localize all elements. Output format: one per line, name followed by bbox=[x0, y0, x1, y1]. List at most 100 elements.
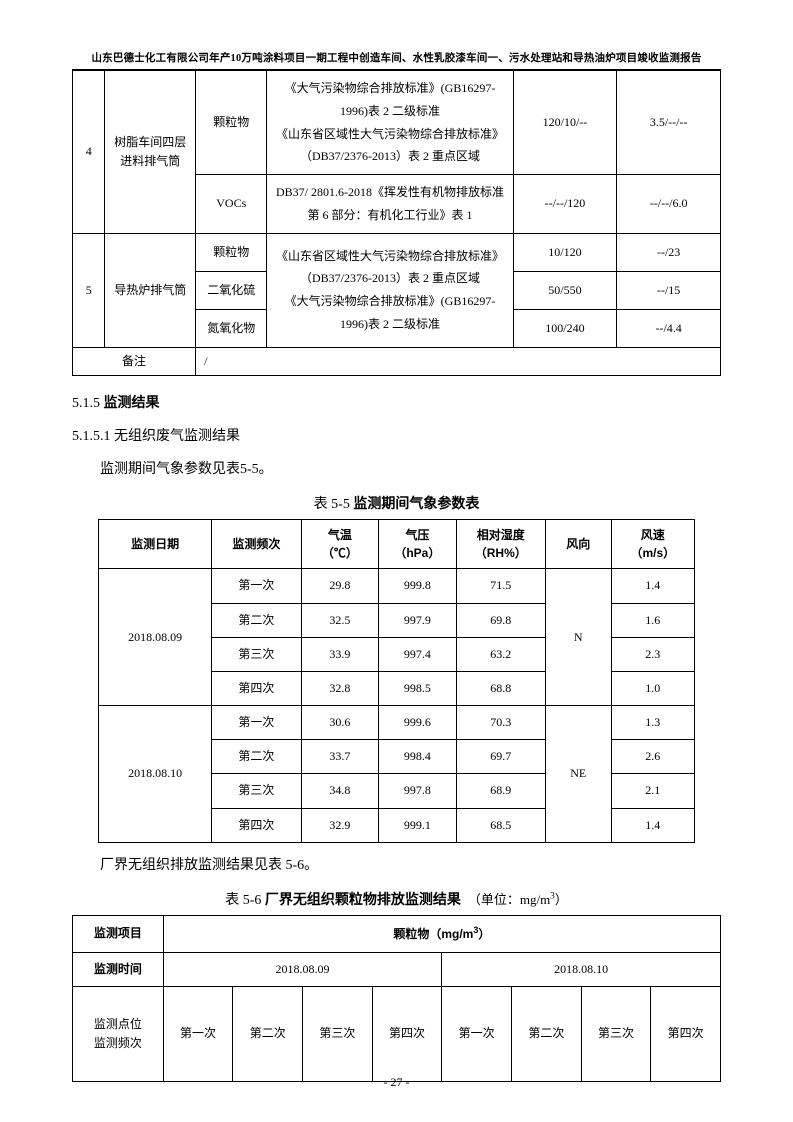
t1-pollutant: 颗粒物 bbox=[196, 71, 267, 175]
t2-cell: 70.3 bbox=[456, 706, 545, 740]
t3-col: 第一次 bbox=[442, 986, 512, 1081]
t2-cell: 1.3 bbox=[611, 706, 694, 740]
t1-pollutant: 颗粒物 bbox=[196, 233, 267, 271]
t3-date2: 2018.08.10 bbox=[442, 952, 721, 986]
t2-cell: 999.8 bbox=[379, 569, 456, 603]
t3-col: 第三次 bbox=[581, 986, 651, 1081]
t2-cell: 32.9 bbox=[301, 808, 378, 842]
t1-pollutant: 二氧化硫 bbox=[196, 271, 267, 309]
paragraph-56: 厂界无组织排放监测结果见表 5-6。 bbox=[72, 853, 721, 880]
t1-v1: --/--/120 bbox=[513, 175, 617, 234]
t2-cell: 1.4 bbox=[611, 808, 694, 842]
t1-remark-label: 备注 bbox=[73, 347, 196, 375]
t2-cell: 68.5 bbox=[456, 808, 545, 842]
t2-cell: 1.0 bbox=[611, 671, 694, 705]
t3-h-time: 监测时间 bbox=[73, 952, 164, 986]
t2-cell: 第二次 bbox=[212, 740, 301, 774]
t1-v2: 3.5/--/-- bbox=[617, 71, 721, 175]
t2-h-temp: 气温 （℃） bbox=[301, 520, 378, 569]
t2-cell: 第二次 bbox=[212, 603, 301, 637]
t2-cell: 997.4 bbox=[379, 637, 456, 671]
t2-cell: 第三次 bbox=[212, 774, 301, 808]
t2-cell: 32.8 bbox=[301, 671, 378, 705]
t2-cell: 30.6 bbox=[301, 706, 378, 740]
t2-cell: 第三次 bbox=[212, 637, 301, 671]
t2-cell: 69.7 bbox=[456, 740, 545, 774]
t2-cell: 33.9 bbox=[301, 637, 378, 671]
t2-cell: 1.4 bbox=[611, 569, 694, 603]
t3-h-pm: 颗粒物（mg/m3） bbox=[163, 916, 720, 952]
page-header: 山东巴德士化工有限公司年产10万吨涂料项目一期工程中创造车间、水性乳胶漆车间一、… bbox=[72, 50, 721, 70]
t2-cell: 2.1 bbox=[611, 774, 694, 808]
t2-cell: 第四次 bbox=[212, 808, 301, 842]
t2-h-wd: 风向 bbox=[545, 520, 611, 569]
t3-col: 第二次 bbox=[233, 986, 303, 1081]
t2-cell: 999.1 bbox=[379, 808, 456, 842]
t3-col: 第四次 bbox=[651, 986, 721, 1081]
t1-loc: 树脂车间四层进料排气筒 bbox=[105, 71, 196, 234]
t3-h-loc: 监测点位 监测频次 bbox=[73, 986, 164, 1081]
t2-cell: 29.8 bbox=[301, 569, 378, 603]
t2-h-press: 气压 （hPa） bbox=[379, 520, 456, 569]
t2-cell: 34.8 bbox=[301, 774, 378, 808]
t1-v2: --/15 bbox=[617, 271, 721, 309]
t1-v2: --/--/6.0 bbox=[617, 175, 721, 234]
t2-cell: 2.3 bbox=[611, 637, 694, 671]
t2-h-date: 监测日期 bbox=[98, 520, 211, 569]
t2-cell: 999.6 bbox=[379, 706, 456, 740]
table-weather-params: 监测日期 监测频次 气温 （℃） 气压 （hPa） 相对湿度 （RH%） 风向 … bbox=[98, 519, 695, 843]
t1-v1: 120/10/-- bbox=[513, 71, 617, 175]
t2-cell: 998.4 bbox=[379, 740, 456, 774]
t2-wd: N bbox=[545, 569, 611, 706]
t2-cell: 1.6 bbox=[611, 603, 694, 637]
t2-h-freq: 监测频次 bbox=[212, 520, 301, 569]
t2-cell: 71.5 bbox=[456, 569, 545, 603]
t2-h-rh: 相对湿度 （RH%） bbox=[456, 520, 545, 569]
t2-cell: 33.7 bbox=[301, 740, 378, 774]
table-caption-56: 表 5-6 厂界无组织颗粒物排放监测结果 （单位：mg/m3） bbox=[72, 889, 721, 909]
t2-cell: 998.5 bbox=[379, 671, 456, 705]
t2-cell: 第一次 bbox=[212, 569, 301, 603]
page-number: - 27 - bbox=[0, 1075, 793, 1090]
t2-cell: 997.9 bbox=[379, 603, 456, 637]
t2-wd: NE bbox=[545, 706, 611, 843]
t1-std: 《大气污染物综合排放标准》(GB16297-1996)表 2 二级标准 《山东省… bbox=[267, 71, 513, 175]
t1-v1: 100/240 bbox=[513, 309, 617, 347]
t3-col: 第二次 bbox=[512, 986, 582, 1081]
t1-no: 5 bbox=[73, 233, 105, 347]
t2-h-ws: 风速 （m/s） bbox=[611, 520, 694, 569]
t1-v2: --/4.4 bbox=[617, 309, 721, 347]
t1-remark-value: / bbox=[196, 347, 721, 375]
t2-date: 2018.08.10 bbox=[98, 706, 211, 843]
section-heading-5151: 5.1.5.1 无组织废气监测结果 bbox=[72, 424, 721, 451]
t1-loc: 导热炉排气筒 bbox=[105, 233, 196, 347]
t2-cell: 997.8 bbox=[379, 774, 456, 808]
t1-no: 4 bbox=[73, 71, 105, 234]
t2-cell: 68.9 bbox=[456, 774, 545, 808]
t2-cell: 第一次 bbox=[212, 706, 301, 740]
t3-col: 第四次 bbox=[372, 986, 442, 1081]
t2-cell: 63.2 bbox=[456, 637, 545, 671]
t2-date: 2018.08.09 bbox=[98, 569, 211, 706]
t2-cell: 2.6 bbox=[611, 740, 694, 774]
t2-cell: 第四次 bbox=[212, 671, 301, 705]
t3-h-item: 监测项目 bbox=[73, 916, 164, 952]
t3-col: 第三次 bbox=[303, 986, 373, 1081]
section-heading-515: 5.1.5 监测结果 bbox=[72, 390, 721, 416]
paragraph-5151: 监测期间气象参数见表5-5。 bbox=[72, 457, 721, 484]
table-caption-55: 表 5-5 监测期间气象参数表 bbox=[72, 493, 721, 513]
t2-cell: 69.8 bbox=[456, 603, 545, 637]
table-pm-results: 监测项目 颗粒物（mg/m3） 监测时间 2018.08.09 2018.08.… bbox=[72, 915, 721, 1081]
t1-v1: 50/550 bbox=[513, 271, 617, 309]
t1-std: DB37/ 2801.6-2018《挥发性有机物排放标准 第 6 部分：有机化工… bbox=[267, 175, 513, 234]
t2-cell: 68.8 bbox=[456, 671, 545, 705]
t2-cell: 32.5 bbox=[301, 603, 378, 637]
t1-v1: 10/120 bbox=[513, 233, 617, 271]
t1-pollutant: 氮氧化物 bbox=[196, 309, 267, 347]
table-emission-standards: 4 树脂车间四层进料排气筒 颗粒物 《大气污染物综合排放标准》(GB16297-… bbox=[72, 70, 721, 376]
t1-v2: --/23 bbox=[617, 233, 721, 271]
t3-col: 第一次 bbox=[163, 986, 233, 1081]
t3-date1: 2018.08.09 bbox=[163, 952, 442, 986]
t1-std: 《山东省区域性大气污染物综合排放标准》（DB37/2376-2013）表 2 重… bbox=[267, 233, 513, 347]
t1-pollutant: VOCs bbox=[196, 175, 267, 234]
